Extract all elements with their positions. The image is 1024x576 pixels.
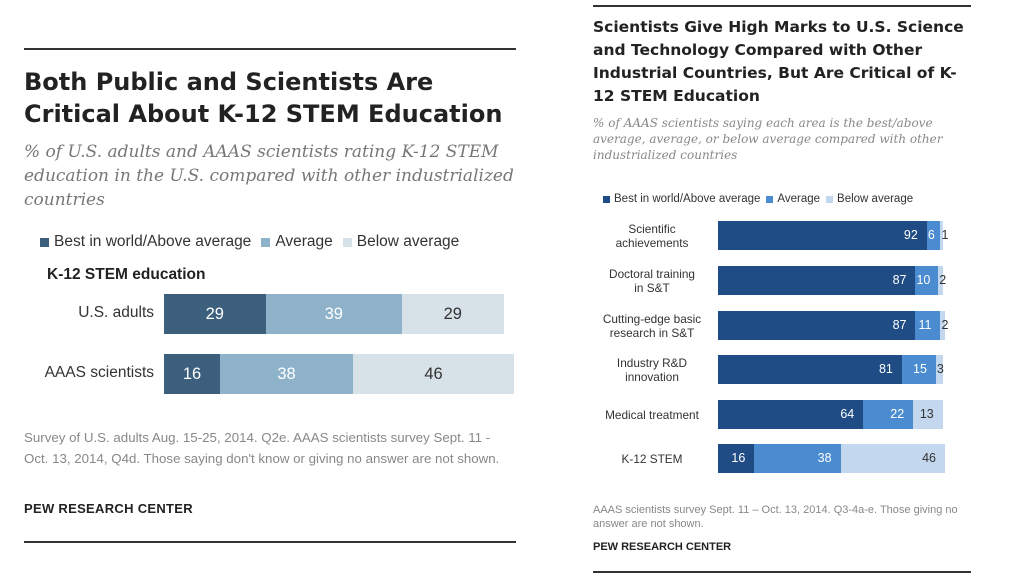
left-row-label: U.S. adults [78,304,154,321]
right-bar-value-label: 38 [817,451,832,465]
left-legend-item-below: Below average [342,233,460,251]
right-row-label: Medical treatment [592,408,712,422]
right-row-label-line: achievements [615,235,689,250]
left-legend-label-best: Best in world/Above average [54,233,252,250]
left-bar-value-label: 38 [277,364,296,383]
right-row-label: Scientific achievements [592,222,712,250]
right-row-label-line: Scientific [628,221,676,236]
right-chart-note: AAAS scientists survey Sept. 11 – Oct. 1… [593,504,958,530]
right-row-label-line: in S&T [634,280,670,295]
right-bar-value-label: 10 [916,273,931,287]
right-bar-segment [754,444,841,473]
right-bar-value-label: 64 [840,407,855,421]
right-row-label-line: Industry R&D [616,355,688,370]
right-bar-value-label: 81 [878,362,893,376]
left-legend-swatch-best [40,237,49,247]
right-row-label: Cutting-edge basic research in S&T [592,312,712,340]
right-bar-segment [940,311,945,340]
right-bar-value-label: 87 [892,318,907,332]
left-legend-item-average: Average [261,233,333,251]
left-chart-subtitle: % of U.S. adults and AAAS scientists rat… [24,142,514,210]
right-bar-value-label: 16 [731,451,746,465]
right-bar-value-label: 1 [941,228,949,242]
right-bar-value-label: 3 [936,362,944,376]
left-source-credit: PEW RESEARCH CENTER [24,501,193,516]
right-bottom-rule [593,571,971,573]
left-bar-segment: 16 [164,354,220,394]
left-legend-swatch-average [261,237,271,247]
left-bar-value-label: 46 [424,364,443,383]
left-bar-segment: 29 [402,294,504,334]
right-bar-value-label: 11 [918,318,932,332]
right-legend-label-best: Best in world/Above average [614,193,761,205]
left-bar-value-label: 16 [182,364,202,383]
right-row-label-line: Medical treatment [605,407,699,422]
right-bar-segment [718,311,916,340]
right-chart-subtitle: % of AAAS scientists saying each area is… [593,116,943,162]
right-source-credit: PEW RESEARCH CENTER [593,541,732,553]
right-legend-swatch-below [826,195,834,203]
right-legend-label-below: Below average [837,193,914,205]
left-chart-title: Both Public and Scientists Are Critical … [24,68,503,128]
right-bar-value-label: 2 [939,273,947,287]
left-legend-label-average: Average [275,233,333,250]
left-bar-segment: 38 [220,354,353,394]
right-top-rule [593,5,971,7]
right-bar-value-label: 92 [903,228,918,242]
right-bar-value-label: 87 [892,273,907,287]
left-bar-segment: 39 [265,294,402,334]
left-bar-value-label: 39 [324,304,343,323]
right-bar-segment [901,355,936,384]
right-bar-value-label: 46 [922,451,936,465]
right-legend-item-best: Best in world/Above average [603,193,760,205]
right-bar-value-label: 13 [919,407,934,421]
right-bar-value-label: 22 [890,407,905,421]
left-chart-note: Survey of U.S. adults Aug. 15-25, 2014. … [24,430,500,466]
right-row-label-line: Cutting-edge basic [602,311,702,326]
right-legend-label-average: Average [777,193,821,205]
left-legend-swatch-below [342,237,352,247]
left-legend-item-best: Best in world/Above average [40,233,251,251]
right-legend-item-below: Below average [826,193,913,205]
right-bar-segment [940,221,943,250]
left-legend: Best in world/Above average Average Belo… [40,233,469,251]
right-bar-segment [926,221,941,250]
right-bar-segment [718,355,902,384]
right-row-label: Doctoral training in S&T [592,267,712,295]
right-bar-value-label: 2 [941,318,949,332]
left-legend-label-below: Below average [356,233,460,250]
right-bar-segment [718,400,864,429]
left-bottom-rule [24,541,516,543]
right-row-label-line: research in S&T [609,325,695,340]
right-bar-segment [938,266,943,295]
right-row-label: K-12 STEM [592,452,712,466]
right-bar-segment [913,400,943,429]
right-bar-segment [718,444,755,473]
right-legend: Best in world/Above average Average Belo… [603,193,919,205]
right-bar-value-label: 15 [913,362,927,376]
right-legend-swatch-best [603,195,610,203]
right-bar-segment [915,311,941,340]
left-bar-segment: 46 [353,354,514,394]
left-category-heading: K-12 STEM education [47,266,206,283]
right-bar-segment [718,221,927,250]
right-chart-title: Scientists Give High Marks to U.S. Scien… [593,18,964,105]
left-bar-segment: 29 [164,294,266,334]
right-bar-segment [935,355,943,384]
right-bar-segment [840,444,945,473]
right-row-label-line: Doctoral training [609,266,695,281]
right-legend-swatch-average [766,195,774,203]
left-bar-value-label: 29 [443,304,462,323]
right-row-label: Industry R&D innovation [592,356,712,384]
left-bar-value-label: 29 [205,304,224,323]
right-legend-item-average: Average [766,193,820,205]
left-row-label: AAAS scientists [44,364,154,381]
left-top-rule [24,48,516,50]
right-bar-segment [863,400,914,429]
right-bar-segment [915,266,939,295]
right-row-label-line: K-12 STEM [621,451,683,466]
right-bar-value-label: 6 [927,228,935,242]
right-row-label-line: innovation [625,369,679,384]
right-bar-segment [718,266,916,295]
